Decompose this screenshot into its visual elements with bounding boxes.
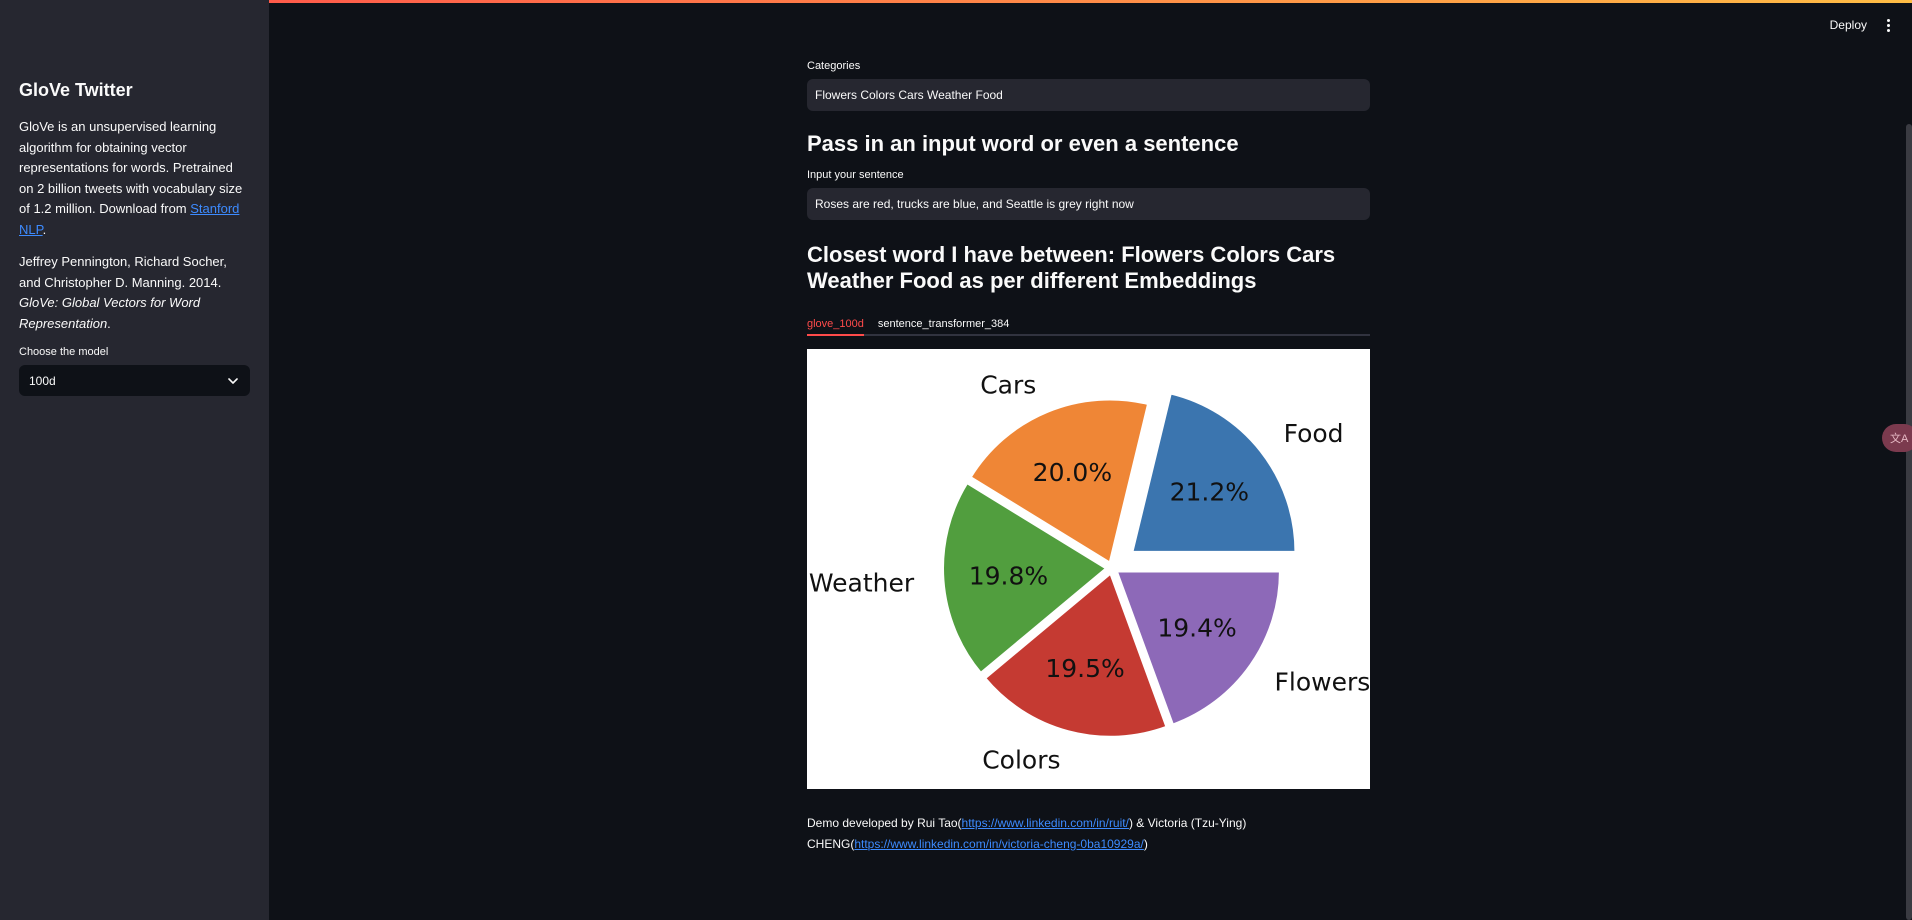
result-heading: Closest word I have between: Flowers Col… xyxy=(807,242,1336,293)
citation-title: GloVe: Global Vectors for Word Represent… xyxy=(19,295,201,331)
categories-label: Categories xyxy=(807,60,861,72)
pie-category-label-cars: Cars xyxy=(980,371,1036,400)
linkedin-ruit-link[interactable]: https://www.linkedin.com/in/ruit/ xyxy=(961,816,1129,830)
translate-icon[interactable]: 文A xyxy=(1882,424,1912,452)
pie-chart: 21.2% Food 20.0% Cars 19.8% Weather 19.5% Color… xyxy=(807,349,1370,789)
pie-pct-label-colors: 19.5% xyxy=(1045,654,1124,683)
pie-slice-cars xyxy=(969,398,1150,565)
model-select[interactable]: 100d xyxy=(19,365,250,396)
footer-text-2: ) & Victoria (Tzu-Ying) CHENG( xyxy=(807,816,1247,851)
stanford-nlp-link[interactable]: Stanford NLP xyxy=(19,201,240,237)
footer-text-3: ) xyxy=(1143,837,1148,851)
kebab-menu-icon[interactable] xyxy=(1887,18,1890,32)
sentence-input[interactable]: Roses are red, trucks are blue, and Seat… xyxy=(807,188,1370,220)
linkedin-victoria-link[interactable]: https://www.linkedin.com/in/victoria-che… xyxy=(854,837,1144,851)
description-text: GloVe is an unsupervised learning algori… xyxy=(19,119,243,216)
description-end: . xyxy=(42,221,47,237)
pie-category-label-food: Food xyxy=(1284,419,1344,448)
pie-chart-svg: 21.2% Food 20.0% Cars 19.8% Weather 19.5% Color… xyxy=(809,371,1370,775)
model-select-value: 100d xyxy=(29,373,56,388)
app-header: Deploy xyxy=(1830,18,1890,32)
pie-slice-flowers xyxy=(1115,570,1281,726)
pie-slice-weather xyxy=(942,481,1108,675)
tab-sentence-transformer-384[interactable]: sentence_transformer_384 xyxy=(877,318,1010,330)
pie-slice-colors xyxy=(983,572,1168,738)
deploy-button[interactable]: Deploy xyxy=(1829,18,1867,32)
pie-pct-label-cars: 20.0% xyxy=(1033,458,1112,487)
footer-credits: Demo developed by Rui Tao(https://www.li… xyxy=(807,813,1370,855)
tab-glove-100d[interactable]: glove_100d xyxy=(807,306,864,336)
embedding-tabs: glove_100d sentence_transformer_384 xyxy=(807,306,1370,336)
sidebar-citation: Jeffrey Pennington, Richard Socher, and … xyxy=(19,252,250,334)
chevron-down-icon xyxy=(228,377,238,384)
pie-pct-label-weather: 19.8% xyxy=(969,562,1048,591)
sidebar-description: GloVe is an unsupervised learning algori… xyxy=(19,117,250,240)
categories-input[interactable]: Flowers Colors Cars Weather Food xyxy=(807,79,1370,111)
footer-text-1: Demo developed by Rui Tao( xyxy=(807,816,962,830)
scrollbar[interactable] xyxy=(1906,124,1912,920)
citation-authors: Jeffrey Pennington, Richard Socher, and … xyxy=(19,254,227,290)
top-accent-bar xyxy=(0,0,1912,3)
main-content: Categories Flowers Colors Cars Weather F… xyxy=(807,60,1370,855)
pie-pct-label-flowers: 19.4% xyxy=(1157,613,1236,642)
pie-slice-food xyxy=(1131,392,1297,553)
sidebar: GloVe Twitter GloVe is an unsupervised l… xyxy=(0,0,269,920)
sidebar-title: GloVe Twitter xyxy=(19,80,133,100)
pie-category-label-weather: Weather xyxy=(809,568,915,597)
sentence-label: Input your sentence xyxy=(807,169,904,181)
input-heading: Pass in an input word or even a sentence xyxy=(807,131,1239,156)
pie-category-label-flowers: Flowers xyxy=(1275,668,1370,697)
model-select-label: Choose the model xyxy=(19,346,109,358)
pie-category-label-colors: Colors xyxy=(982,746,1060,775)
pie-pct-label-food: 21.2% xyxy=(1170,477,1249,506)
citation-end: . xyxy=(107,315,111,331)
